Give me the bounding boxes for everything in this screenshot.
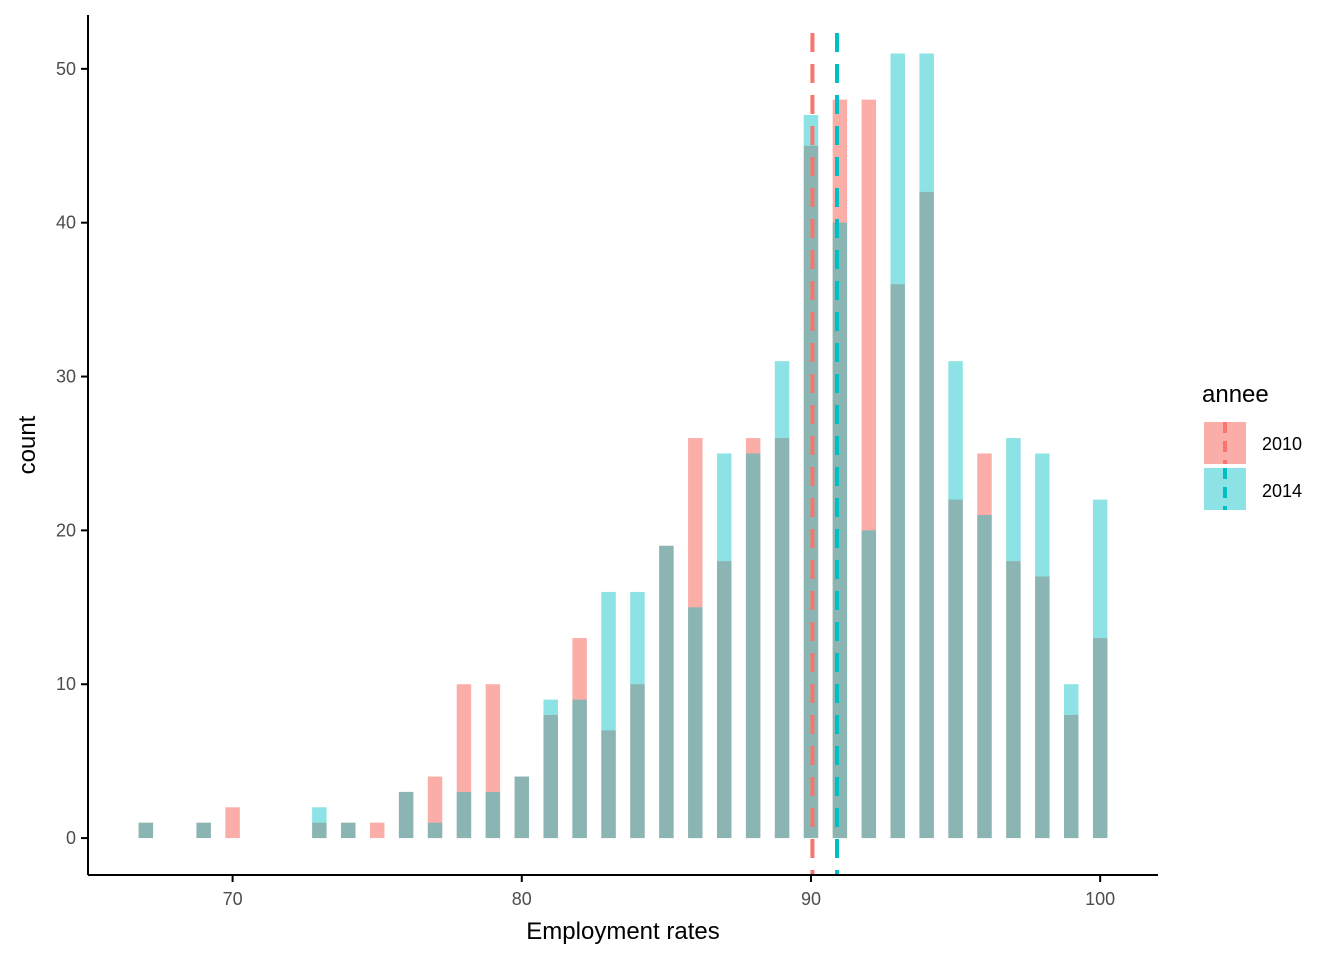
bar-2010-76 (398, 791, 414, 839)
bar-2010-80 (514, 776, 530, 839)
bar-2014-96 (977, 515, 992, 839)
bar-2010-73 (312, 822, 327, 839)
bar-2014-98 (1035, 453, 1050, 839)
legend-label-2014: 2014 (1262, 481, 1302, 501)
bar-2014-86 (688, 607, 703, 839)
bar-2010-99 (1064, 715, 1079, 839)
bar-2014-87 (716, 453, 732, 839)
bar-2014-69 (196, 822, 211, 839)
bar-2014-84 (630, 591, 645, 839)
bar-2014-78 (456, 791, 472, 839)
bar-2014-82 (572, 699, 587, 839)
x-tick-label: 90 (801, 889, 821, 909)
bar-2010-87 (716, 561, 732, 839)
bar-2014-80 (514, 776, 530, 839)
bar-2010-95 (948, 499, 963, 839)
mean-lines-layer (810, 33, 839, 875)
bars-layer (138, 53, 1108, 839)
bar-2010-92 (861, 99, 877, 839)
bar-2010-78 (456, 684, 472, 839)
bar-2010-88 (745, 438, 761, 839)
bar-2014-92 (861, 530, 877, 839)
legend-item-2010: 2010 (1204, 422, 1302, 464)
bar-2014-81 (543, 699, 558, 839)
bar-2014-88 (745, 453, 761, 839)
y-tick-label: 30 (56, 367, 76, 387)
bar-2014-89 (774, 361, 790, 839)
bar-2010-89 (774, 438, 790, 839)
x-tick-label: 100 (1085, 889, 1115, 909)
x-axis-ticks: 70 80 90 100 (223, 875, 1115, 909)
bar-2010-90 (803, 145, 819, 839)
y-tick-label: 20 (56, 520, 76, 540)
bar-2010-98 (1035, 576, 1050, 839)
x-tick-label: 70 (223, 889, 243, 909)
bar-2010-74 (341, 822, 356, 839)
bar-2014-79 (485, 791, 501, 839)
legend: annee 2010 2014 (1202, 381, 1302, 510)
bar-2010-79 (485, 684, 501, 839)
bar-2014-77 (427, 822, 443, 839)
bar-2014-76 (398, 791, 414, 839)
bar-2010-81 (543, 715, 558, 839)
y-tick-label: 50 (56, 59, 76, 79)
bar-2010-100 (1092, 638, 1108, 839)
bar-2010-97 (1006, 561, 1021, 839)
bar-2014-100 (1092, 499, 1108, 839)
x-axis-title: Employment rates (526, 918, 719, 945)
legend-item-2014: 2014 (1204, 468, 1302, 510)
bar-2010-70 (225, 807, 240, 839)
legend-label-2010: 2010 (1262, 434, 1302, 454)
bar-2014-94 (919, 53, 934, 839)
bar-2010-67 (138, 822, 154, 839)
bar-2014-67 (138, 822, 154, 839)
bar-2014-85 (659, 545, 674, 839)
bar-2010-94 (919, 191, 934, 839)
bar-2010-84 (630, 684, 645, 839)
bar-2010-69 (196, 822, 211, 839)
bar-2010-83 (601, 730, 616, 839)
bar-2010-77 (427, 776, 443, 839)
bar-2014-95 (948, 361, 963, 839)
bar-2014-74 (341, 822, 356, 839)
bar-2010-75 (369, 822, 385, 839)
bar-2010-96 (977, 453, 992, 839)
y-tick-label: 0 (66, 828, 76, 848)
bar-2014-93 (890, 53, 905, 839)
y-tick-label: 10 (56, 674, 76, 694)
bar-2010-93 (890, 284, 905, 839)
legend-title: annee (1202, 381, 1269, 408)
y-axis-title: count (14, 415, 41, 474)
bar-2014-91 (832, 222, 848, 839)
bar-2014-83 (601, 591, 616, 839)
bar-2010-85 (659, 545, 674, 839)
bar-2010-86 (688, 438, 703, 839)
y-tick-label: 40 (56, 213, 76, 233)
x-tick-label: 80 (512, 889, 532, 909)
bar-2014-97 (1006, 438, 1021, 839)
bar-2014-73 (312, 807, 327, 839)
y-axis-ticks: 0 10 20 30 40 50 (56, 59, 88, 848)
bar-2010-82 (572, 638, 587, 839)
bar-2014-99 (1064, 684, 1079, 839)
